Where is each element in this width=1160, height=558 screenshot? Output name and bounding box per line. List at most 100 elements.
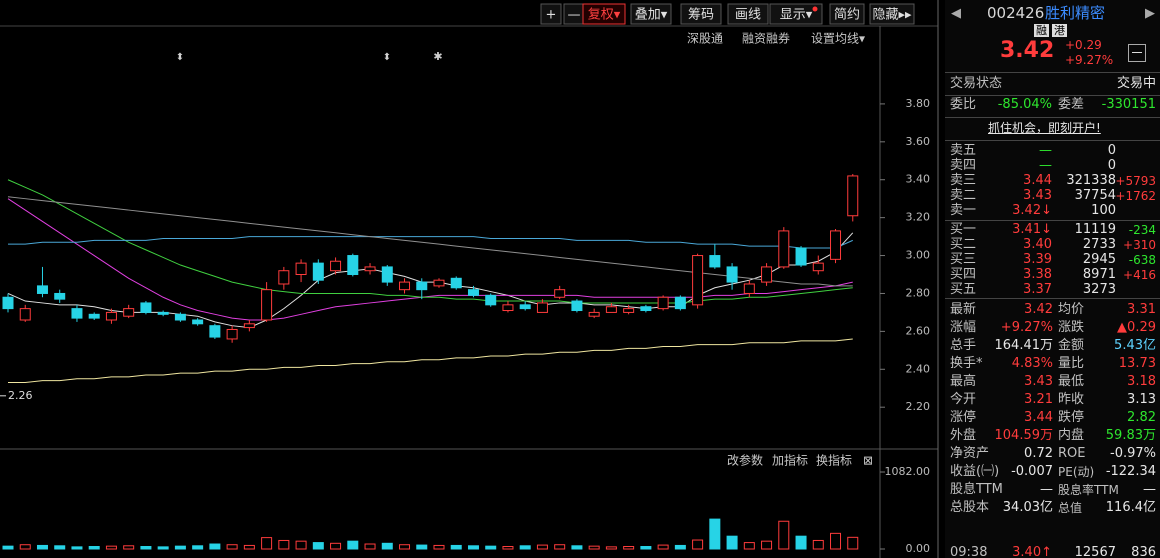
y-tick-label: 2.40 xyxy=(906,362,931,375)
tick-time: 09:38 xyxy=(950,545,988,558)
ratio-value: -85.04% xyxy=(997,97,1052,112)
indicator-link[interactable]: 换指标 xyxy=(816,453,852,468)
moving-average xyxy=(7,232,854,329)
candle-body xyxy=(226,328,238,340)
volume-bar xyxy=(761,540,773,550)
candle-body xyxy=(640,306,652,312)
y-tick-label: 3.40 xyxy=(906,173,931,186)
volume-bar xyxy=(830,532,842,550)
volume-bar xyxy=(467,545,479,550)
volume-bar xyxy=(19,544,31,550)
volume-bar xyxy=(36,544,48,550)
toolbar-label: 筹码 xyxy=(688,7,714,23)
book-volume: 0 xyxy=(1107,158,1116,173)
account-banner[interactable]: 抓住机会，即刻开户! xyxy=(988,121,1101,135)
y-tick-label: 2.60 xyxy=(906,324,931,337)
candle-body xyxy=(192,319,204,325)
y-tick-label: 2.80 xyxy=(906,286,931,299)
tick-count: 836 xyxy=(1131,545,1156,558)
stat-value: 3.13 xyxy=(1127,392,1156,407)
volume-bar xyxy=(812,539,824,550)
stat-value: 3.18 xyxy=(1127,374,1156,389)
volume-bar xyxy=(174,545,186,550)
toolbar-button[interactable] xyxy=(540,3,562,25)
toolbar-button[interactable] xyxy=(769,3,823,25)
stat-value: 104.59万 xyxy=(994,428,1054,443)
nav-arrow[interactable]: ◀ xyxy=(951,6,961,21)
candle-body xyxy=(830,230,842,260)
candle-body xyxy=(54,292,66,300)
indicator-link[interactable]: 加指标 xyxy=(772,453,808,468)
indicator-link[interactable]: ⊠ xyxy=(863,454,873,468)
volume-bar xyxy=(140,546,152,550)
book-volume: 2945 xyxy=(1082,252,1116,267)
moving-average xyxy=(7,198,853,321)
stat-value: +9.27% xyxy=(1000,320,1053,335)
toolbar-button[interactable] xyxy=(869,3,915,25)
stat-label: 涨停 xyxy=(950,410,977,425)
toolbar-label: + xyxy=(546,8,557,23)
candle-body xyxy=(330,260,342,272)
candle-body xyxy=(571,300,583,312)
toolbar-button[interactable] xyxy=(727,3,769,25)
stat-label: 最新 xyxy=(950,302,977,317)
stat-value: 59.83万 xyxy=(1105,428,1156,443)
ratio-label: 委比 xyxy=(950,97,977,112)
volume-bar xyxy=(847,536,859,550)
stat-value: -0.97% xyxy=(1110,446,1156,461)
stat-value: 0.72 xyxy=(1024,446,1053,461)
event-markers: ⬍ ⬍ ✱ xyxy=(176,50,443,63)
volume-bar xyxy=(571,545,583,550)
y-tick-label: 3.20 xyxy=(906,211,931,224)
collapse-button[interactable] xyxy=(1128,44,1146,62)
candle-body xyxy=(536,302,548,313)
moving-average xyxy=(7,179,853,304)
marker: ✱ xyxy=(433,50,442,63)
last-price: 3.42 xyxy=(1000,38,1055,63)
book-delta: +310 xyxy=(1123,238,1156,252)
y-tick-label: 3.00 xyxy=(906,249,931,262)
stock-code: 002426 xyxy=(987,4,1045,22)
book-volume: 37754 xyxy=(1074,188,1116,203)
book-price: 3.42↓ xyxy=(1012,203,1052,218)
volume-bar xyxy=(157,546,169,550)
stat-label: 均价 xyxy=(1058,302,1085,317)
candle-body xyxy=(347,255,359,276)
stat-label: 今开 xyxy=(950,392,977,407)
sub-link[interactable]: 设置均线▾ xyxy=(811,32,865,46)
candle-body xyxy=(743,283,755,294)
candle-body xyxy=(416,281,428,291)
volume-bar xyxy=(726,535,738,550)
book-label: 买三 xyxy=(950,252,977,267)
volume-bar xyxy=(450,544,462,550)
volume-bar xyxy=(623,546,635,550)
stat-value: 116.4亿 xyxy=(1105,500,1156,515)
candle-body xyxy=(399,281,411,291)
candle-body xyxy=(847,175,859,217)
candle-body xyxy=(588,311,600,317)
toolbar-button[interactable] xyxy=(680,3,722,25)
toolbar-button[interactable] xyxy=(630,3,672,25)
candle-body xyxy=(157,311,169,315)
diff-label: 委差 xyxy=(1058,97,1085,112)
candle-body xyxy=(19,308,31,321)
stat-value: 3.31 xyxy=(1127,302,1156,317)
chart-pane: ⬍ ⬍ ✱ + — 复权▾ 叠加▾ 筹码 画线 显示▾ 简约 隐藏▸▸ 深股通 融资融券 设置均线▾ 2… xyxy=(0,0,939,558)
volume-bar xyxy=(485,545,497,550)
sub-link[interactable]: 融资融券 xyxy=(742,31,790,46)
toolbar-label: 复权▾ xyxy=(588,7,621,23)
toolbar-button[interactable] xyxy=(582,3,626,25)
stat-value: 34.03亿 xyxy=(1002,500,1053,515)
candle-body xyxy=(88,313,100,319)
separator xyxy=(945,298,1160,299)
nav-arrow[interactable]: ▶ xyxy=(1145,6,1155,21)
toolbar-label: 叠加▾ xyxy=(635,8,668,23)
sub-link[interactable]: 深股通 xyxy=(687,32,723,46)
toolbar-button[interactable] xyxy=(829,3,865,25)
toolbar-label: 显示▾ xyxy=(780,8,813,23)
notify-dot xyxy=(812,6,818,12)
book-price: 3.44 xyxy=(1023,173,1052,188)
candle-body xyxy=(485,294,497,306)
indicator-link[interactable]: 改参数 xyxy=(727,453,763,468)
